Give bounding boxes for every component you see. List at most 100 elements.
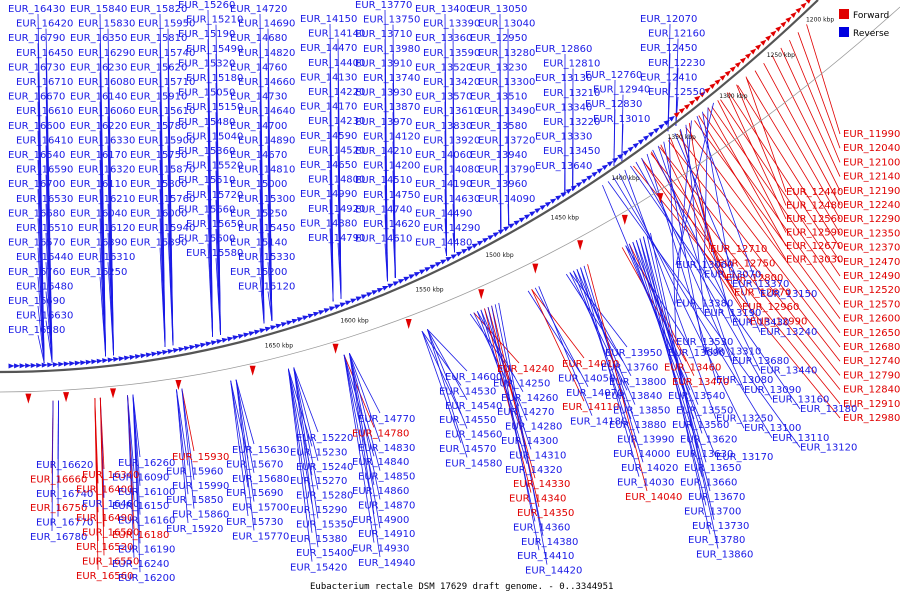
- leader-line: [181, 388, 195, 480]
- gene-label: EUR_16500: [82, 528, 139, 539]
- gene-arrow: [216, 339, 223, 345]
- gene-label: EUR_14830: [358, 443, 415, 454]
- gene-arrow: [487, 235, 494, 241]
- gene-label: EUR_14210: [355, 146, 412, 157]
- gene-arrow: [382, 285, 389, 291]
- leader-line: [703, 107, 709, 275]
- gene-label: EUR_13510: [470, 92, 527, 103]
- gene-label: EUR_13630: [676, 449, 733, 460]
- gene-label: EUR_13570: [415, 92, 472, 103]
- gene-label: EUR_15580: [186, 248, 243, 259]
- gene-label: EUR_12100: [843, 157, 900, 168]
- gene-label: EUR_13390: [423, 19, 480, 30]
- gene-arrow: [800, 2, 807, 9]
- gene-label: EUR_16090: [112, 472, 169, 483]
- gene-label: EUR_15040: [186, 131, 243, 142]
- gene-label: EUR_14540: [445, 401, 502, 412]
- gene-arrow: [167, 348, 174, 354]
- gene-label: EUR_15350: [296, 519, 353, 530]
- kbp-tick-label: 1500 kbp: [485, 252, 513, 259]
- leader-line: [534, 287, 589, 387]
- leader-line: [37, 335, 45, 363]
- leader-line: [293, 367, 319, 433]
- gene-label: EUR_15190: [178, 29, 235, 40]
- gene-labels-layer: EUR_16430 EUR_16420 EUR_16790 EUR_16450 EUR_…: [8, 0, 900, 584]
- gene-label: EUR_14630: [423, 194, 480, 205]
- gene-label: EUR_16450: [16, 48, 73, 59]
- gene-label: EUR_15240: [296, 462, 353, 473]
- gene-label: EUR_13980: [363, 44, 420, 55]
- gene-label: EUR_13060: [676, 260, 733, 271]
- gene-label: EUR_16220: [70, 121, 127, 132]
- gene-label: EUR_14080: [423, 165, 480, 176]
- gene-arrow: [291, 318, 299, 324]
- leader-line: [452, 232, 455, 253]
- gene-label: EUR_15670: [226, 459, 283, 470]
- leader-line: [737, 85, 841, 248]
- legend-forward-label: Forward: [853, 11, 889, 21]
- gene-arrow: [200, 342, 207, 348]
- gene-label: EUR_13240: [760, 327, 817, 338]
- leader-line: [650, 232, 719, 549]
- gene-arrow: [658, 123, 665, 130]
- gene-label: EUR_12960: [742, 302, 799, 313]
- leader-line: [267, 262, 273, 322]
- leader-line: [215, 258, 221, 335]
- gene-label: EUR_16430: [8, 4, 65, 15]
- gene-arrow: [513, 220, 521, 226]
- kbp-tick-label: 1650 kbp: [265, 342, 293, 349]
- gene-label: EUR_14550: [439, 415, 496, 426]
- gene-arrow: [497, 229, 505, 235]
- gene-arrow: [435, 262, 442, 267]
- gene-label: EUR_14640: [238, 106, 295, 117]
- gene-label: EUR_15680: [232, 474, 289, 485]
- gene-label: EUR_14400: [308, 58, 365, 69]
- gene-label: EUR_16100: [118, 487, 175, 498]
- gene-label: EUR_12810: [543, 59, 600, 70]
- leader-line: [230, 380, 249, 517]
- leader-line: [652, 149, 761, 371]
- leader-line: [613, 177, 773, 439]
- leader-line: [531, 289, 585, 402]
- leader-line: [487, 307, 536, 522]
- leader-line: [444, 218, 448, 256]
- gene-label: EUR_16290: [78, 48, 135, 59]
- gene-label: EUR_14850: [358, 472, 415, 483]
- gene-label: EUR_15180: [186, 73, 243, 84]
- gene-label: EUR_12370: [843, 243, 900, 254]
- gene-arrow: [577, 240, 584, 251]
- gene-label: EUR_16700: [8, 179, 65, 190]
- gene-label: EUR_15450: [238, 223, 295, 234]
- gene-label: EUR_16420: [16, 19, 73, 30]
- gene-label: EUR_12490: [843, 271, 900, 282]
- gene-label: EUR_14810: [238, 165, 295, 176]
- gene-label: EUR_15990: [172, 481, 229, 492]
- gene-label: EUR_13080: [716, 375, 773, 386]
- gene-arrow: [424, 267, 431, 272]
- gene-label: EUR_16740: [36, 489, 93, 500]
- leader-line: [427, 329, 468, 372]
- leader-line: [641, 158, 751, 322]
- gene-label: EUR_16180: [112, 530, 169, 541]
- gene-arrow: [632, 142, 640, 149]
- leader-line: [230, 380, 249, 459]
- gene-label: EUR_16040: [70, 208, 127, 219]
- gene-arrow: [8, 363, 15, 369]
- leader-line: [337, 242, 342, 299]
- leader-line: [668, 137, 677, 342]
- gene-label: EUR_12870: [734, 288, 791, 299]
- gene-label: EUR_13090: [744, 385, 801, 396]
- gene-label: EUR_13620: [680, 434, 737, 445]
- gene-label: EUR_16760: [8, 267, 65, 278]
- gene-arrow: [173, 348, 180, 353]
- leader-line: [667, 82, 671, 132]
- gene-label: EUR_14940: [358, 558, 415, 569]
- gene-arrow: [532, 263, 539, 274]
- kbp-tick-label: 1550 kbp: [415, 287, 443, 294]
- gene-label: EUR_12570: [843, 299, 900, 310]
- gene-arrow: [227, 336, 234, 342]
- gene-arrow: [750, 48, 757, 55]
- gene-arrow: [259, 328, 266, 334]
- gene-label: EUR_14680: [230, 33, 287, 44]
- gene-arrow: [622, 150, 629, 156]
